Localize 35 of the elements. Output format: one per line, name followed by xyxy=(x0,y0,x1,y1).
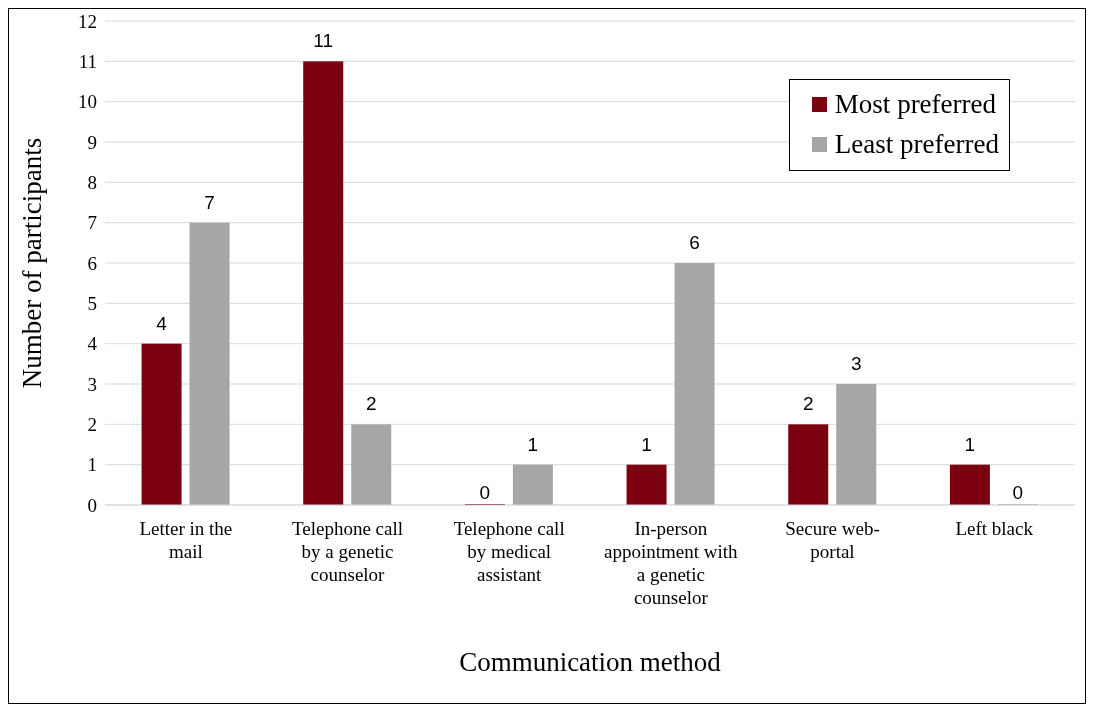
data-label: 1 xyxy=(964,433,976,455)
data-label: 1 xyxy=(641,433,652,455)
data-label: 7 xyxy=(204,191,215,213)
y-tick-label: 5 xyxy=(87,293,97,315)
data-label: 4 xyxy=(156,312,168,334)
y-tick-label: 7 xyxy=(87,212,97,234)
y-tick-label: 10 xyxy=(78,91,97,113)
y-tick-label: 3 xyxy=(87,373,97,395)
x-tick-label: Telephone call by medical assistant xyxy=(453,518,565,585)
x-axis-title: Communication method xyxy=(459,647,722,677)
data-label: 2 xyxy=(365,393,377,415)
y-tick-label: 2 xyxy=(87,414,97,436)
data-label: 3 xyxy=(850,353,862,374)
y-tick-label: 11 xyxy=(78,51,97,73)
x-tick-label: Left black xyxy=(955,518,1034,539)
y-tick-label: 6 xyxy=(87,252,97,274)
y-tick-label: 0 xyxy=(87,494,97,516)
y-tick-label: 1 xyxy=(87,454,97,476)
y-tick-label: 12 xyxy=(78,10,97,32)
x-tick-label: Telephone call by a genetic counselor xyxy=(291,518,404,585)
legend-label: Least preferred xyxy=(834,128,999,161)
y-tick-label: 9 xyxy=(87,131,97,153)
y-tick-label: 8 xyxy=(87,172,97,194)
data-label: 6 xyxy=(689,232,700,253)
legend-label: Most preferred xyxy=(834,88,997,121)
x-tick-label: Secure web-portal xyxy=(785,518,880,562)
data-label: 11 xyxy=(313,30,334,52)
data-label: 1 xyxy=(527,433,539,455)
x-tick-label: In-person appointment with a genetic counselor xyxy=(604,518,739,608)
data-label: 0 xyxy=(1012,482,1024,503)
data-label: 2 xyxy=(802,393,814,415)
y-axis-title: Number of participants xyxy=(16,137,47,389)
data-label: 0 xyxy=(479,482,491,503)
y-tick-label: 4 xyxy=(87,333,98,355)
x-tick-label: Letter in the mail xyxy=(139,518,233,562)
